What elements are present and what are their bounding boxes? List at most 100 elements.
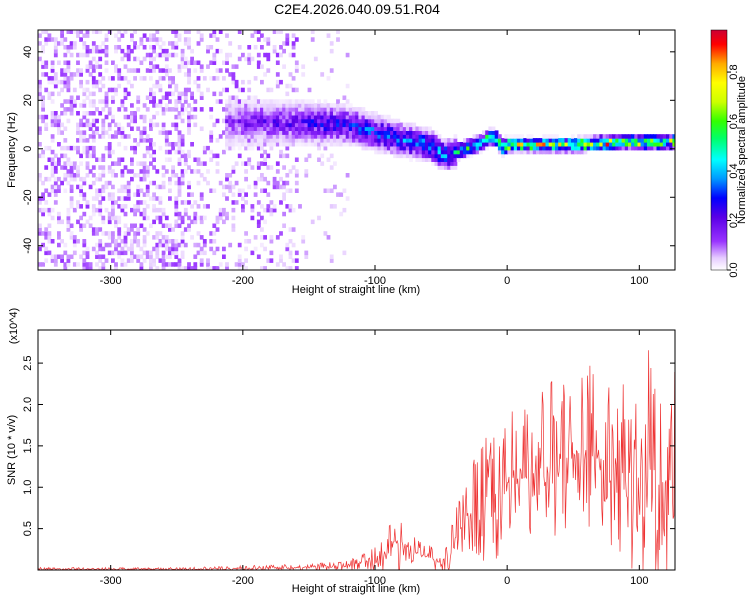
spectrogram-cell <box>288 239 293 244</box>
spectrogram-cell <box>329 114 334 120</box>
spectrogram-cell <box>44 126 49 131</box>
spectrogram-cell <box>57 215 61 221</box>
spectrogram-cell <box>272 207 277 213</box>
spectrogram-cell <box>215 48 220 54</box>
spectrogram-cell <box>294 157 299 162</box>
spectrogram-cell <box>225 262 229 267</box>
spectrogram-cell <box>352 134 356 139</box>
spectrogram-cell <box>294 114 299 120</box>
spectrogram-cell <box>275 180 280 186</box>
spectrogram-cell <box>241 188 245 193</box>
spectrogram-cell <box>275 126 280 131</box>
spectrogram-cell <box>187 41 191 46</box>
spectrogram-cell <box>158 215 163 221</box>
spectrogram-cell <box>244 138 248 143</box>
spectrogram-cell <box>85 48 90 54</box>
spectrogram-cell <box>313 130 318 135</box>
spectrogram-cell <box>111 231 115 236</box>
spectrogram-cell <box>47 207 52 213</box>
spectrogram-cell <box>367 142 372 147</box>
spectrogram-cell <box>282 126 286 131</box>
spectrogram-cell <box>101 122 106 128</box>
spectrogram-cell <box>88 145 93 151</box>
spectrogram-cell <box>95 231 99 236</box>
spectrogram-cell <box>602 145 607 151</box>
spectrogram-cell <box>390 149 394 155</box>
spectrogram-cell <box>183 41 188 46</box>
spectrogram-cell <box>453 149 458 155</box>
spectrogram-cell <box>526 138 531 143</box>
spectrogram-cell <box>53 254 58 259</box>
spectrogram-cell <box>294 37 299 42</box>
spectrogram-x-label: Height of straight line (km) <box>292 284 420 296</box>
spectrogram-cell <box>269 87 274 93</box>
spectrogram-cell <box>98 134 103 139</box>
spectrogram-cell <box>47 37 52 42</box>
spectrogram-cell <box>447 138 451 143</box>
spectrogram-cell <box>555 134 559 139</box>
spectrogram-cell <box>142 169 147 174</box>
spectrogram-cell <box>272 45 277 50</box>
spectrogram-cell <box>98 246 103 252</box>
spectrogram-cell <box>263 114 267 120</box>
spectrogram-cell <box>323 188 328 193</box>
spectrogram-cell <box>76 239 80 244</box>
spectrogram-cell <box>310 126 315 131</box>
spectrogram-cell <box>225 215 229 221</box>
spectrogram-cell <box>88 184 93 190</box>
spectrogram-cell <box>130 111 134 116</box>
spectrogram-cell <box>580 138 585 143</box>
spectrogram-cell <box>38 227 42 232</box>
spectrogram-cell <box>101 48 106 54</box>
spectrogram-cell <box>266 111 271 116</box>
spectrogram-cell <box>164 239 169 244</box>
spectrogram-cell <box>158 103 163 108</box>
spectrogram-cell <box>260 153 264 159</box>
spectrogram-cell <box>187 192 191 197</box>
spectrogram-cell <box>275 83 280 89</box>
spectrogram-cell <box>171 45 175 50</box>
spectrogram-cell <box>266 192 271 197</box>
spectrogram-cell <box>168 83 172 89</box>
spectrogram-cell <box>126 134 131 139</box>
spectrogram-cell <box>123 250 128 256</box>
spectrogram-cell <box>199 161 204 166</box>
spectrogram-cell <box>145 192 150 197</box>
spectrogram-cell <box>142 173 147 178</box>
spectrogram-cell <box>88 215 93 221</box>
spectrogram-cell <box>66 60 71 65</box>
spectrogram-cell <box>272 180 277 186</box>
spectrogram-cell <box>364 122 369 128</box>
spectrogram-cell <box>44 188 49 193</box>
spectrogram-cell <box>272 204 277 209</box>
spectrogram-cell <box>241 118 245 124</box>
spectrogram-cell <box>168 76 172 81</box>
spectrogram-cell <box>507 138 512 143</box>
spectrogram-cell <box>409 122 413 128</box>
spectrogram-cell <box>304 142 309 147</box>
spectrogram-cell <box>50 68 55 73</box>
spectrogram-cell <box>434 145 439 151</box>
spectrogram-cell <box>323 145 328 151</box>
spectrogram-cell <box>659 134 664 139</box>
spectrogram-cell <box>504 142 509 147</box>
spectrogram-cell <box>114 200 118 205</box>
spectrogram-cell <box>244 114 248 120</box>
spectrogram-cell <box>612 134 616 139</box>
spectrogram-cell <box>244 126 248 131</box>
spectrogram-cell <box>285 41 290 46</box>
spectrogram-cell <box>164 95 169 100</box>
spectrogram-cell <box>291 76 296 81</box>
spectrogram-cell <box>152 45 156 50</box>
spectrogram-cell <box>139 266 144 270</box>
spectrogram-cell <box>364 145 369 151</box>
spectrogram-cell <box>123 95 128 100</box>
spectrogram-cell <box>320 138 325 143</box>
spectrogram-cell <box>275 103 280 108</box>
spectrogram-cell <box>69 200 74 205</box>
spectrogram-cell <box>345 134 350 139</box>
spectrogram-cell <box>444 149 448 155</box>
spectrogram-cell <box>133 41 137 46</box>
spectrogram-cell <box>95 254 99 259</box>
spectrogram-cell <box>386 145 391 151</box>
